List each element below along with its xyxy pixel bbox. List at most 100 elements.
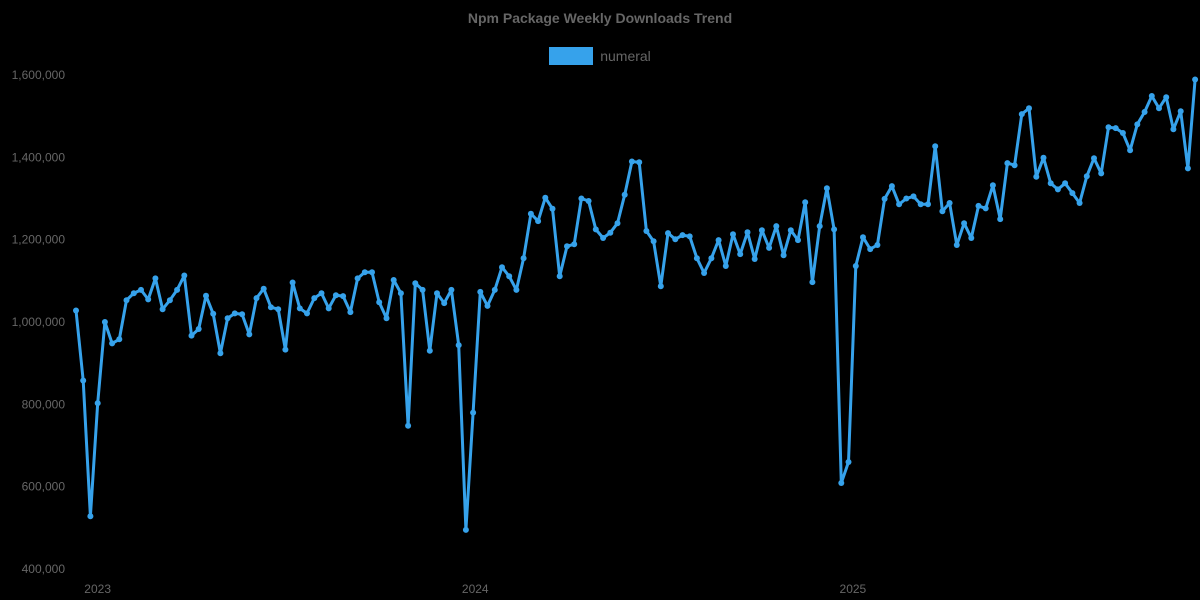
- data-point[interactable]: [1170, 126, 1177, 133]
- data-point[interactable]: [1156, 105, 1162, 112]
- data-point[interactable]: [549, 205, 556, 212]
- data-point[interactable]: [672, 236, 679, 243]
- data-point[interactable]: [520, 255, 527, 262]
- data-point[interactable]: [275, 306, 282, 313]
- data-point[interactable]: [347, 309, 354, 316]
- data-point[interactable]: [643, 228, 650, 234]
- data-point[interactable]: [737, 251, 744, 258]
- data-point[interactable]: [1062, 180, 1069, 187]
- data-point[interactable]: [499, 264, 505, 271]
- data-point[interactable]: [881, 195, 888, 202]
- data-point[interactable]: [253, 295, 260, 302]
- data-point[interactable]: [1076, 200, 1083, 206]
- data-point[interactable]: [405, 422, 412, 429]
- data-point[interactable]: [542, 194, 549, 201]
- data-point[interactable]: [282, 346, 289, 353]
- data-point[interactable]: [109, 340, 116, 347]
- data-point[interactable]: [1091, 155, 1097, 162]
- data-point[interactable]: [217, 350, 224, 357]
- data-point[interactable]: [94, 400, 101, 407]
- data-point[interactable]: [361, 269, 368, 276]
- data-point[interactable]: [867, 246, 874, 253]
- data-point[interactable]: [780, 252, 787, 259]
- data-point[interactable]: [412, 280, 419, 287]
- data-point[interactable]: [650, 238, 657, 245]
- data-point[interactable]: [152, 275, 159, 282]
- data-point[interactable]: [953, 242, 960, 248]
- data-point[interactable]: [1069, 190, 1076, 197]
- data-point[interactable]: [267, 304, 274, 311]
- data-point[interactable]: [809, 279, 816, 286]
- data-point[interactable]: [910, 193, 917, 200]
- data-point[interactable]: [477, 288, 484, 295]
- data-point[interactable]: [961, 220, 968, 227]
- data-point[interactable]: [888, 183, 895, 190]
- data-point[interactable]: [1134, 121, 1141, 128]
- data-point[interactable]: [845, 459, 852, 465]
- data-point[interactable]: [636, 159, 643, 166]
- data-point[interactable]: [73, 307, 79, 314]
- data-point[interactable]: [1177, 108, 1184, 115]
- data-point[interactable]: [578, 195, 585, 202]
- data-point[interactable]: [354, 275, 361, 282]
- data-point[interactable]: [1018, 111, 1025, 118]
- data-point[interactable]: [318, 290, 325, 297]
- data-point[interactable]: [166, 297, 173, 304]
- data-point[interactable]: [224, 315, 231, 322]
- data-point[interactable]: [715, 237, 722, 244]
- data-point[interactable]: [1192, 76, 1199, 83]
- data-point[interactable]: [470, 409, 477, 416]
- data-point[interactable]: [210, 310, 217, 317]
- data-point[interactable]: [693, 255, 700, 262]
- data-point[interactable]: [989, 182, 996, 189]
- data-point[interactable]: [390, 277, 397, 283]
- data-point[interactable]: [585, 198, 592, 204]
- data-point[interactable]: [686, 233, 693, 240]
- data-point[interactable]: [123, 297, 130, 304]
- data-point[interactable]: [527, 210, 534, 217]
- data-point[interactable]: [1004, 160, 1011, 167]
- data-point[interactable]: [203, 292, 209, 299]
- data-point[interactable]: [145, 296, 152, 303]
- data-point[interactable]: [239, 311, 246, 318]
- data-point[interactable]: [195, 326, 202, 332]
- data-point[interactable]: [730, 231, 736, 238]
- data-point[interactable]: [657, 283, 664, 290]
- data-point[interactable]: [304, 310, 310, 317]
- data-point[interactable]: [484, 302, 491, 309]
- data-point[interactable]: [932, 143, 939, 150]
- data-point[interactable]: [1098, 170, 1105, 177]
- data-point[interactable]: [397, 290, 404, 297]
- data-point[interactable]: [1083, 173, 1090, 180]
- data-point[interactable]: [376, 299, 383, 306]
- legend-item-numeral[interactable]: numeral: [549, 47, 651, 65]
- data-point[interactable]: [592, 226, 599, 233]
- data-point[interactable]: [138, 286, 144, 293]
- data-point[interactable]: [860, 234, 866, 241]
- data-point[interactable]: [383, 315, 390, 322]
- data-point[interactable]: [1026, 105, 1032, 112]
- data-point[interactable]: [1148, 93, 1155, 99]
- data-point[interactable]: [506, 273, 513, 280]
- data-point[interactable]: [1054, 186, 1061, 193]
- data-point[interactable]: [188, 332, 195, 339]
- data-point[interactable]: [1105, 124, 1112, 131]
- data-point[interactable]: [1127, 147, 1134, 154]
- data-point[interactable]: [246, 331, 253, 338]
- data-point[interactable]: [462, 526, 469, 533]
- data-point[interactable]: [1141, 109, 1148, 115]
- data-point[interactable]: [925, 201, 931, 208]
- data-point[interactable]: [975, 202, 982, 209]
- data-point[interactable]: [491, 286, 498, 293]
- data-point[interactable]: [708, 255, 715, 262]
- data-point[interactable]: [628, 158, 635, 165]
- data-point[interactable]: [325, 305, 332, 312]
- data-point[interactable]: [795, 237, 801, 244]
- data-point[interactable]: [87, 513, 94, 520]
- data-point[interactable]: [600, 235, 607, 241]
- data-point[interactable]: [296, 305, 303, 312]
- data-point[interactable]: [332, 292, 339, 299]
- data-point[interactable]: [434, 290, 440, 297]
- data-point[interactable]: [968, 235, 975, 241]
- data-point[interactable]: [787, 227, 794, 234]
